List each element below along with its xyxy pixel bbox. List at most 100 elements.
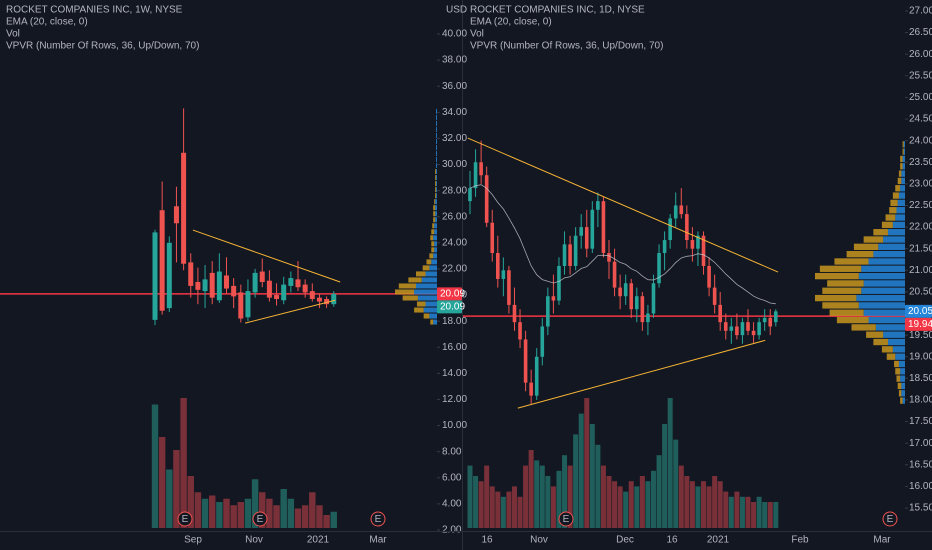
volume-bar bbox=[216, 502, 223, 528]
vpvr-down bbox=[431, 241, 435, 247]
vpvr-up bbox=[868, 316, 905, 324]
volume-bar bbox=[650, 470, 656, 528]
candle-body bbox=[181, 152, 187, 264]
vpvr-down bbox=[902, 148, 904, 155]
vpvr-up bbox=[901, 382, 905, 390]
y-tick-label: 15.50 bbox=[909, 503, 932, 514]
price-label-bg bbox=[905, 317, 932, 331]
vpvr-up bbox=[902, 155, 905, 163]
candle-body bbox=[651, 283, 656, 314]
y-tick-label: 24.50 bbox=[909, 114, 932, 125]
vpvr-up bbox=[436, 108, 437, 114]
vpvr-down bbox=[853, 243, 879, 250]
candle-body bbox=[551, 296, 556, 301]
time-label: 16 bbox=[481, 535, 493, 546]
vpvr-down bbox=[430, 235, 434, 241]
vpvr-up bbox=[858, 302, 905, 309]
earnings-marker bbox=[177, 511, 193, 527]
y-tick-label: 10.00 bbox=[442, 420, 467, 431]
y-tick-label: 21.00 bbox=[909, 265, 932, 276]
y-tick-label: 19.00 bbox=[909, 351, 932, 362]
volume-bar bbox=[773, 502, 779, 528]
time-label: Nov bbox=[245, 535, 263, 546]
y-tick-label: 36.00 bbox=[442, 81, 467, 92]
candle-body bbox=[507, 270, 511, 305]
volume-bar bbox=[173, 450, 180, 528]
y-tick-label: 25.50 bbox=[909, 70, 932, 81]
vpvr-down bbox=[422, 265, 430, 271]
indicator-label: Vol bbox=[6, 29, 20, 40]
trendline bbox=[467, 137, 779, 273]
volume-bar bbox=[662, 424, 668, 528]
earnings-label: E bbox=[257, 514, 264, 525]
vpvr-up bbox=[436, 175, 437, 181]
volume-bar bbox=[534, 460, 540, 528]
volume-bar bbox=[495, 491, 501, 528]
volume-bar bbox=[762, 502, 768, 528]
vpvr-down bbox=[897, 177, 902, 185]
candle-body bbox=[679, 205, 684, 215]
candle-body bbox=[557, 265, 561, 301]
candle-body bbox=[712, 287, 717, 305]
candle-body bbox=[701, 235, 706, 266]
vpvr-down bbox=[829, 309, 864, 316]
candle-body bbox=[252, 272, 258, 293]
indicator-label: EMA (20, close, 0) bbox=[470, 17, 552, 28]
volume-bar bbox=[223, 498, 230, 528]
volume-bar bbox=[606, 476, 612, 528]
candle-body bbox=[195, 282, 201, 290]
candle-body bbox=[584, 227, 589, 249]
y-tick-label: 16.00 bbox=[909, 481, 932, 492]
vpvr-up bbox=[436, 181, 437, 187]
time-label: Nov bbox=[530, 535, 548, 546]
vpvr-up bbox=[868, 258, 905, 265]
candle-body bbox=[324, 298, 330, 305]
volume-bar bbox=[478, 481, 484, 528]
candle-body bbox=[723, 322, 728, 331]
vpvr-up bbox=[901, 177, 905, 185]
candle-body bbox=[746, 322, 750, 331]
time-label: Sep bbox=[184, 535, 202, 546]
vpvr-up bbox=[434, 247, 437, 253]
earnings-marker bbox=[882, 511, 898, 527]
candle-body bbox=[696, 235, 700, 249]
volume-bar bbox=[751, 502, 757, 528]
candle-body bbox=[768, 317, 773, 327]
candle-body bbox=[635, 296, 639, 310]
trendline bbox=[192, 229, 341, 283]
volume-bar bbox=[523, 465, 529, 528]
vpvr-up bbox=[436, 145, 437, 151]
vpvr-down bbox=[815, 272, 859, 280]
volume-bar bbox=[545, 476, 551, 528]
volume-bar bbox=[701, 481, 707, 528]
y-tick-label: 14.00 bbox=[442, 368, 467, 379]
y-tick-label: 16.50 bbox=[909, 459, 932, 470]
vpvr-down bbox=[429, 253, 434, 259]
vpvr-up bbox=[435, 217, 437, 223]
vpvr-up bbox=[898, 192, 905, 199]
y-tick-label: 27.00 bbox=[909, 6, 932, 17]
volume-bar bbox=[656, 455, 662, 528]
vpvr-down bbox=[435, 175, 437, 181]
vpvr-up bbox=[434, 223, 437, 229]
vpvr-up bbox=[856, 294, 905, 302]
y-tick-label: 30.00 bbox=[442, 159, 467, 170]
candle-body bbox=[188, 262, 194, 286]
candle-body bbox=[468, 188, 472, 202]
volume-bar bbox=[180, 398, 187, 528]
trendline bbox=[517, 339, 766, 409]
candle-body bbox=[662, 240, 667, 254]
vpvr-up bbox=[902, 397, 905, 404]
volume-bar bbox=[689, 481, 695, 528]
vpvr-down bbox=[895, 368, 901, 375]
y-tick-label: 18.00 bbox=[442, 316, 467, 327]
candle-body bbox=[657, 253, 661, 284]
volume-bar bbox=[573, 434, 579, 528]
vpvr-up bbox=[863, 309, 905, 316]
vpvr-up bbox=[903, 141, 905, 148]
price-label: 20.09 bbox=[440, 302, 465, 313]
vpvr-up bbox=[901, 390, 905, 397]
y-tick-label: 6.00 bbox=[442, 472, 462, 483]
candle-body bbox=[646, 313, 650, 323]
vpvr-down bbox=[863, 236, 884, 243]
